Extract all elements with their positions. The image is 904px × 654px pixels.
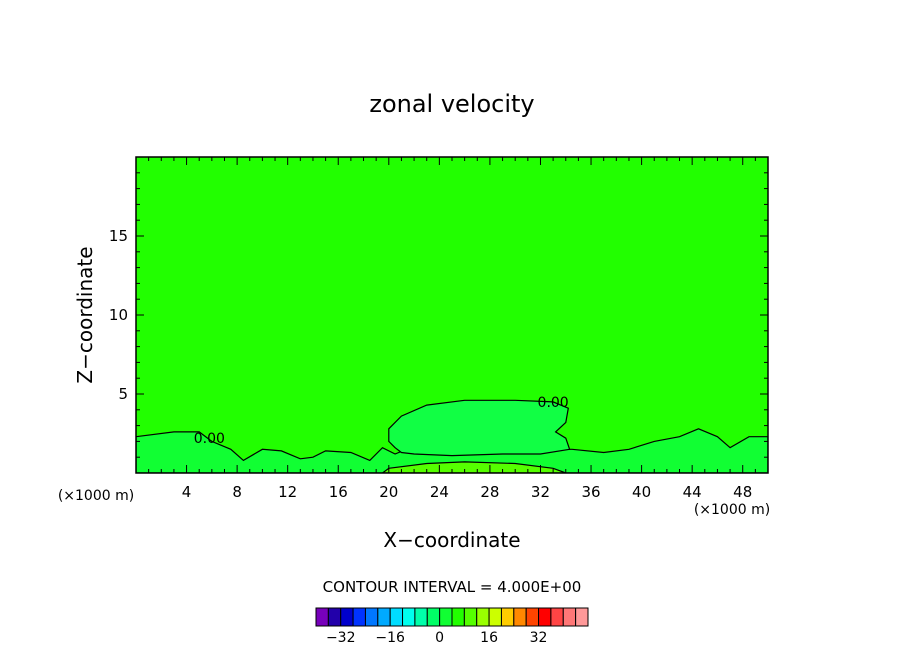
colorbar-title: CONTOUR INTERVAL = 4.000E+00 [323, 578, 582, 596]
x-axis-ticks: 4 8 12 16 20 24 28 32 36 40 44 48 [148, 157, 756, 501]
colorbar-swatch [538, 607, 552, 627]
x-tick-label: 32 [531, 483, 550, 501]
colorbar-swatch [414, 607, 428, 627]
colorbar-swatch [439, 607, 453, 627]
contour-region-weak-positive-surface [381, 461, 567, 473]
y-tick-label: 15 [109, 227, 128, 245]
colorbar-swatch [451, 607, 465, 627]
colorbar [315, 607, 589, 627]
colorbar-tick-label: 16 [480, 630, 498, 646]
colorbar-swatch [476, 607, 490, 627]
contour-labels: 0.00 0.00 [194, 395, 569, 447]
x-axis-label: X−coordinate [383, 528, 520, 552]
chart-title: zonal velocity [369, 90, 534, 118]
x-tick-label: 28 [480, 483, 499, 501]
x-tick-label: 8 [232, 483, 242, 501]
x-tick-label: 36 [581, 483, 600, 501]
colorbar-swatch [500, 607, 515, 627]
colorbar-swatch [525, 607, 540, 627]
colorbar-swatch [364, 607, 379, 627]
x-tick-label: 4 [182, 483, 192, 501]
contour-label: 0.00 [194, 431, 225, 447]
colorbar-tick-label: −16 [375, 630, 405, 646]
y-axis-ticks: 5 10 15 [109, 172, 768, 458]
colorbar-swatch [463, 607, 478, 627]
colorbar-swatch [562, 607, 577, 627]
colorbar-tick-label: 32 [530, 630, 548, 646]
colorbar-swatch [377, 607, 391, 627]
y-tick-label: 10 [109, 306, 128, 324]
colorbar-swatch [327, 607, 342, 627]
x-tick-label: 12 [278, 483, 297, 501]
colorbar-swatch [352, 607, 366, 627]
contour-label: 0.00 [538, 395, 569, 411]
colorbar-swatch [426, 607, 441, 627]
colorbar-swatch [513, 607, 527, 627]
colorbar-swatch [315, 607, 329, 627]
colorbar-swatch [488, 607, 502, 627]
colorbar-swatch [402, 607, 416, 627]
contour-region-weak-negative-bubble [388, 399, 571, 457]
x-tick-label: 16 [329, 483, 348, 501]
x-tick-label: 44 [683, 483, 702, 501]
colorbar-swatch [575, 607, 589, 627]
x-tick-label: 20 [379, 483, 398, 501]
x-tick-label: 24 [430, 483, 449, 501]
colorbar-tick-labels: −32 −16 0 16 32 [326, 630, 548, 646]
y-tick-label: 5 [118, 385, 128, 403]
colorbar-swatch [389, 607, 404, 627]
contour-regions [136, 399, 768, 473]
colorbar-tick-label: −32 [326, 630, 356, 646]
colorbar-tick-label: 0 [435, 630, 444, 646]
x-tick-label: 40 [632, 483, 651, 501]
x-unit-label-right: (×1000 m) [694, 502, 770, 518]
x-unit-label-left: (×1000 m) [58, 488, 134, 504]
y-axis-label: Z−coordinate [73, 246, 97, 383]
colorbar-swatch [550, 607, 564, 627]
x-tick-label: 48 [733, 483, 752, 501]
colorbar-swatch [340, 607, 354, 627]
